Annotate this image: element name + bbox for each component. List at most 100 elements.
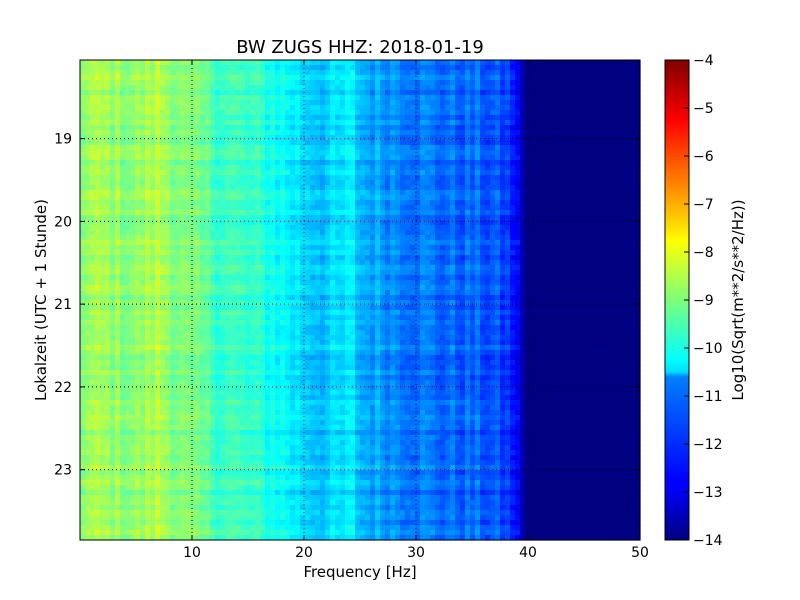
heatmap-cell xyxy=(105,270,111,276)
heatmap-cell xyxy=(255,250,261,256)
heatmap-cell xyxy=(145,105,151,111)
heatmap-cell xyxy=(255,200,261,206)
heatmap-cell xyxy=(450,210,456,216)
heatmap-cell xyxy=(580,135,586,141)
heatmap-cell xyxy=(200,85,206,91)
heatmap-cell xyxy=(165,70,171,76)
heatmap-cell xyxy=(420,65,426,71)
heatmap-cell xyxy=(530,175,536,181)
heatmap-cell xyxy=(190,165,196,171)
heatmap-cell xyxy=(560,100,566,106)
heatmap-cell xyxy=(185,245,191,251)
heatmap-cell xyxy=(495,85,501,91)
heatmap-cell xyxy=(440,135,446,141)
heatmap-cell xyxy=(170,235,176,241)
heatmap-cell xyxy=(220,245,226,251)
heatmap-cell xyxy=(90,85,96,91)
heatmap-cell xyxy=(310,80,316,86)
heatmap-cell xyxy=(425,245,431,251)
heatmap-cell xyxy=(85,160,91,166)
heatmap-cell xyxy=(400,130,406,136)
heatmap-cell xyxy=(380,115,386,121)
heatmap-cell xyxy=(470,80,476,86)
heatmap-cell xyxy=(255,235,261,241)
heatmap-cell xyxy=(175,150,181,156)
heatmap-cell xyxy=(600,260,606,266)
heatmap-cell xyxy=(110,275,116,281)
heatmap-cell xyxy=(540,160,546,166)
heatmap-cell xyxy=(275,180,281,186)
heatmap-cell xyxy=(500,185,506,191)
heatmap-cell xyxy=(545,210,551,216)
heatmap-cell xyxy=(350,100,356,106)
heatmap-cell xyxy=(80,260,86,266)
heatmap-cell xyxy=(200,235,206,241)
heatmap-cell xyxy=(445,170,451,176)
heatmap-cell xyxy=(550,220,556,226)
heatmap-cell xyxy=(635,75,641,81)
heatmap-cell xyxy=(85,250,91,256)
heatmap-cell xyxy=(265,110,271,116)
heatmap-cell xyxy=(425,195,431,201)
heatmap-cell xyxy=(630,275,636,281)
heatmap-cell xyxy=(485,105,491,111)
heatmap-cell xyxy=(465,200,471,206)
heatmap-cell xyxy=(215,170,221,176)
heatmap-cell xyxy=(300,265,306,271)
heatmap-cell xyxy=(410,190,416,196)
heatmap-cell xyxy=(415,245,421,251)
heatmap-cell xyxy=(165,95,171,101)
heatmap-cell xyxy=(515,180,521,186)
heatmap-cell xyxy=(545,190,551,196)
heatmap-cell xyxy=(445,230,451,236)
heatmap-cell xyxy=(620,110,626,116)
heatmap-cell xyxy=(95,110,101,116)
heatmap-cell xyxy=(585,85,591,91)
heatmap-cell xyxy=(285,225,291,231)
heatmap-cell xyxy=(220,210,226,216)
heatmap-cell xyxy=(355,255,361,261)
heatmap-cell xyxy=(300,105,306,111)
heatmap-cell xyxy=(110,265,116,271)
heatmap-cell xyxy=(265,195,271,201)
heatmap-cell xyxy=(245,190,251,196)
heatmap-cell xyxy=(110,190,116,196)
heatmap-cell xyxy=(375,190,381,196)
heatmap-cell xyxy=(360,90,366,96)
heatmap-cell xyxy=(610,105,616,111)
heatmap-cell xyxy=(575,130,581,136)
heatmap-cell xyxy=(610,180,616,186)
heatmap-cell xyxy=(110,70,116,76)
heatmap-cell xyxy=(80,240,86,246)
heatmap-cell xyxy=(130,180,136,186)
heatmap-cell xyxy=(80,70,86,76)
heatmap-cell xyxy=(110,165,116,171)
heatmap-cell xyxy=(600,155,606,161)
heatmap-cell xyxy=(375,115,381,121)
heatmap-cell xyxy=(290,265,296,271)
heatmap-cell xyxy=(115,250,121,256)
heatmap-cell xyxy=(405,135,411,141)
heatmap-cell xyxy=(120,75,126,81)
heatmap-cell xyxy=(435,190,441,196)
heatmap-cell xyxy=(130,60,136,66)
heatmap-cell xyxy=(160,265,166,271)
heatmap-cell xyxy=(145,190,151,196)
heatmap-cell xyxy=(295,265,301,271)
heatmap-cell xyxy=(360,190,366,196)
heatmap-cell xyxy=(455,145,461,151)
heatmap-cell xyxy=(255,210,261,216)
heatmap-cell xyxy=(130,130,136,136)
heatmap-cell xyxy=(300,215,306,221)
heatmap-cell xyxy=(305,120,311,126)
heatmap-cell xyxy=(355,140,361,146)
heatmap-cell xyxy=(515,80,521,86)
heatmap-cell xyxy=(90,280,96,286)
heatmap-cell xyxy=(280,220,286,226)
heatmap-cell xyxy=(460,105,466,111)
heatmap-cell xyxy=(340,150,346,156)
heatmap-cell xyxy=(500,120,506,126)
heatmap-cell xyxy=(230,160,236,166)
heatmap-cell xyxy=(440,185,446,191)
heatmap-cell xyxy=(405,175,411,181)
